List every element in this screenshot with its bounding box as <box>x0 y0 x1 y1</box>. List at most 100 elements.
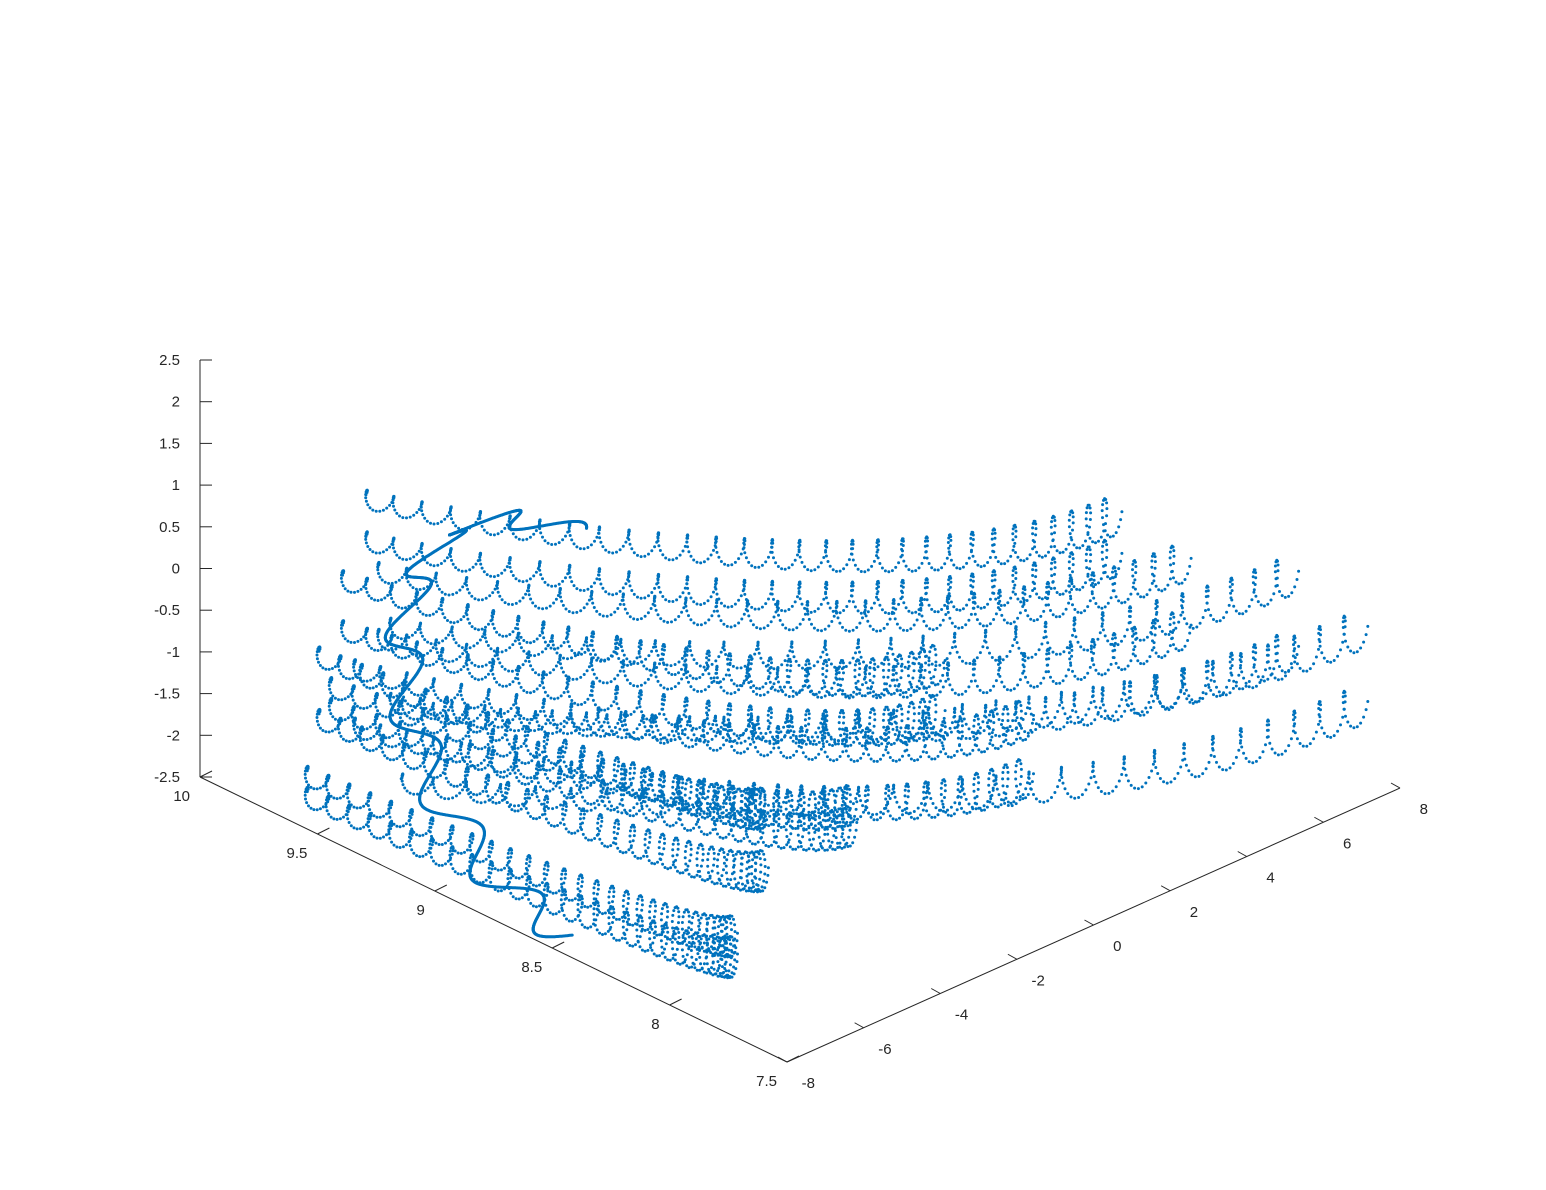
data-point <box>506 851 510 855</box>
data-point <box>486 732 490 735</box>
data-point <box>729 708 733 712</box>
data-point <box>827 792 831 796</box>
data-point <box>463 850 466 854</box>
data-point <box>390 840 394 844</box>
data-point <box>671 956 675 960</box>
data-point <box>709 951 713 954</box>
data-point <box>958 801 962 805</box>
data-point <box>791 689 795 693</box>
data-point <box>710 880 714 884</box>
data-point <box>443 767 447 771</box>
data-point <box>612 911 616 915</box>
data-point <box>722 788 726 792</box>
data-point <box>465 606 469 609</box>
data-point <box>696 931 700 935</box>
data-point <box>580 702 583 706</box>
data-point <box>461 756 464 760</box>
data-point <box>324 780 328 784</box>
data-point <box>490 740 494 744</box>
data-point <box>352 665 356 669</box>
data-point <box>470 625 474 629</box>
data-point <box>788 824 792 828</box>
data-point <box>478 792 482 796</box>
data-point <box>727 812 731 815</box>
data-point <box>461 718 465 722</box>
data-point <box>435 660 438 664</box>
data-point <box>825 848 829 852</box>
data-point <box>699 962 703 966</box>
data-point <box>701 786 705 790</box>
data-point <box>872 818 876 822</box>
data-point <box>565 896 568 900</box>
data-point <box>459 668 463 672</box>
data-point <box>714 916 718 920</box>
data-point <box>1018 795 1022 799</box>
data-point <box>548 911 552 915</box>
data-point <box>435 730 439 734</box>
data-point <box>799 804 803 808</box>
data-point <box>453 754 457 758</box>
data-point <box>390 745 394 749</box>
data-point <box>846 744 850 748</box>
data-point <box>699 830 703 834</box>
data-point <box>371 748 375 752</box>
data-point <box>512 745 516 749</box>
data-point <box>578 759 582 763</box>
data-point <box>388 815 392 819</box>
data-point <box>426 729 430 733</box>
data-point <box>758 829 762 833</box>
data-point <box>807 716 811 720</box>
data-point <box>703 797 707 801</box>
data-point <box>718 849 722 852</box>
data-point <box>635 656 639 660</box>
data-point <box>811 742 815 746</box>
data-point <box>534 746 538 750</box>
data-point <box>739 813 743 817</box>
data-point <box>628 923 632 927</box>
data-point <box>586 802 590 805</box>
data-point <box>719 916 723 919</box>
data-point <box>630 794 634 798</box>
data-point <box>708 746 712 750</box>
data-point <box>639 801 643 805</box>
data-point <box>1003 763 1007 767</box>
data-point <box>534 750 538 754</box>
data-point <box>712 857 716 861</box>
data-point <box>993 805 997 809</box>
data-point <box>378 712 382 716</box>
data-point <box>819 842 822 845</box>
data-point <box>454 739 458 743</box>
data-point <box>757 851 760 855</box>
data-point <box>408 818 411 822</box>
data-point <box>515 618 519 622</box>
data-point <box>364 580 368 584</box>
data-point <box>556 776 560 780</box>
data-point <box>590 643 594 647</box>
data-point <box>718 805 722 809</box>
data-point <box>572 774 576 778</box>
data-point <box>368 829 372 832</box>
data-point <box>705 801 709 805</box>
data-point <box>500 736 504 740</box>
data-point <box>631 788 635 792</box>
data-point <box>668 958 672 962</box>
data-point <box>408 811 412 815</box>
data-point <box>814 814 818 818</box>
data-point <box>392 758 396 762</box>
data-point <box>562 773 566 777</box>
data-point <box>726 712 730 716</box>
data-point <box>536 781 540 785</box>
data-point <box>564 827 568 831</box>
data-point <box>842 790 846 794</box>
data-point <box>695 873 699 877</box>
data-point <box>673 673 677 676</box>
data-point <box>799 785 803 789</box>
data-point <box>759 792 763 795</box>
data-point <box>434 693 438 697</box>
data-point <box>514 897 518 901</box>
data-point <box>730 928 733 932</box>
data-point <box>428 821 432 825</box>
data-point <box>647 798 651 802</box>
data-point <box>928 700 932 704</box>
data-point <box>373 701 377 705</box>
